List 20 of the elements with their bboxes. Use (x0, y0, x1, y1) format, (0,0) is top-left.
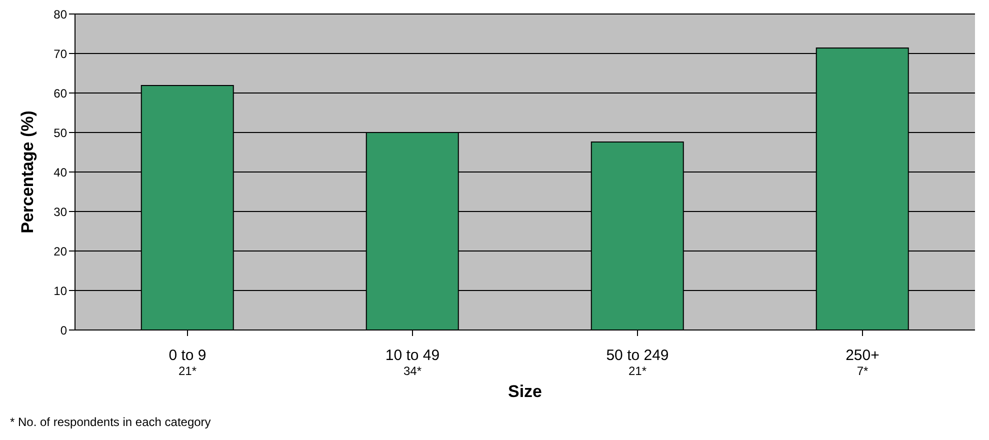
y-tick-label: 50 (54, 126, 68, 140)
text: 7* (856, 364, 868, 378)
x-axis-title: Size (508, 382, 542, 402)
y-tick-label: 70 (54, 46, 68, 61)
text: 21* (628, 364, 647, 378)
y-axis-title: Percentage (%) (18, 110, 38, 234)
y-tick-label: 40 (54, 165, 68, 180)
y-tick-label: 30 (54, 204, 68, 219)
y-tick-label: 0 (60, 323, 68, 338)
y-tick-label: 20 (54, 244, 68, 258)
text: 34* (403, 364, 422, 378)
x-tick-label: 250+ (846, 347, 880, 364)
x-tick-label: 50 to 249 (606, 347, 669, 364)
y-tick-label: 60 (54, 86, 68, 100)
text: * No. of respondents in each category (10, 415, 211, 429)
x-tick-label: 10 to 49 (385, 347, 440, 364)
y-tick-label: 10 (54, 284, 68, 298)
y-tick-label: 80 (54, 7, 68, 22)
x-tick-label: 0 to 9 (168, 347, 206, 364)
text: 21* (178, 364, 197, 378)
